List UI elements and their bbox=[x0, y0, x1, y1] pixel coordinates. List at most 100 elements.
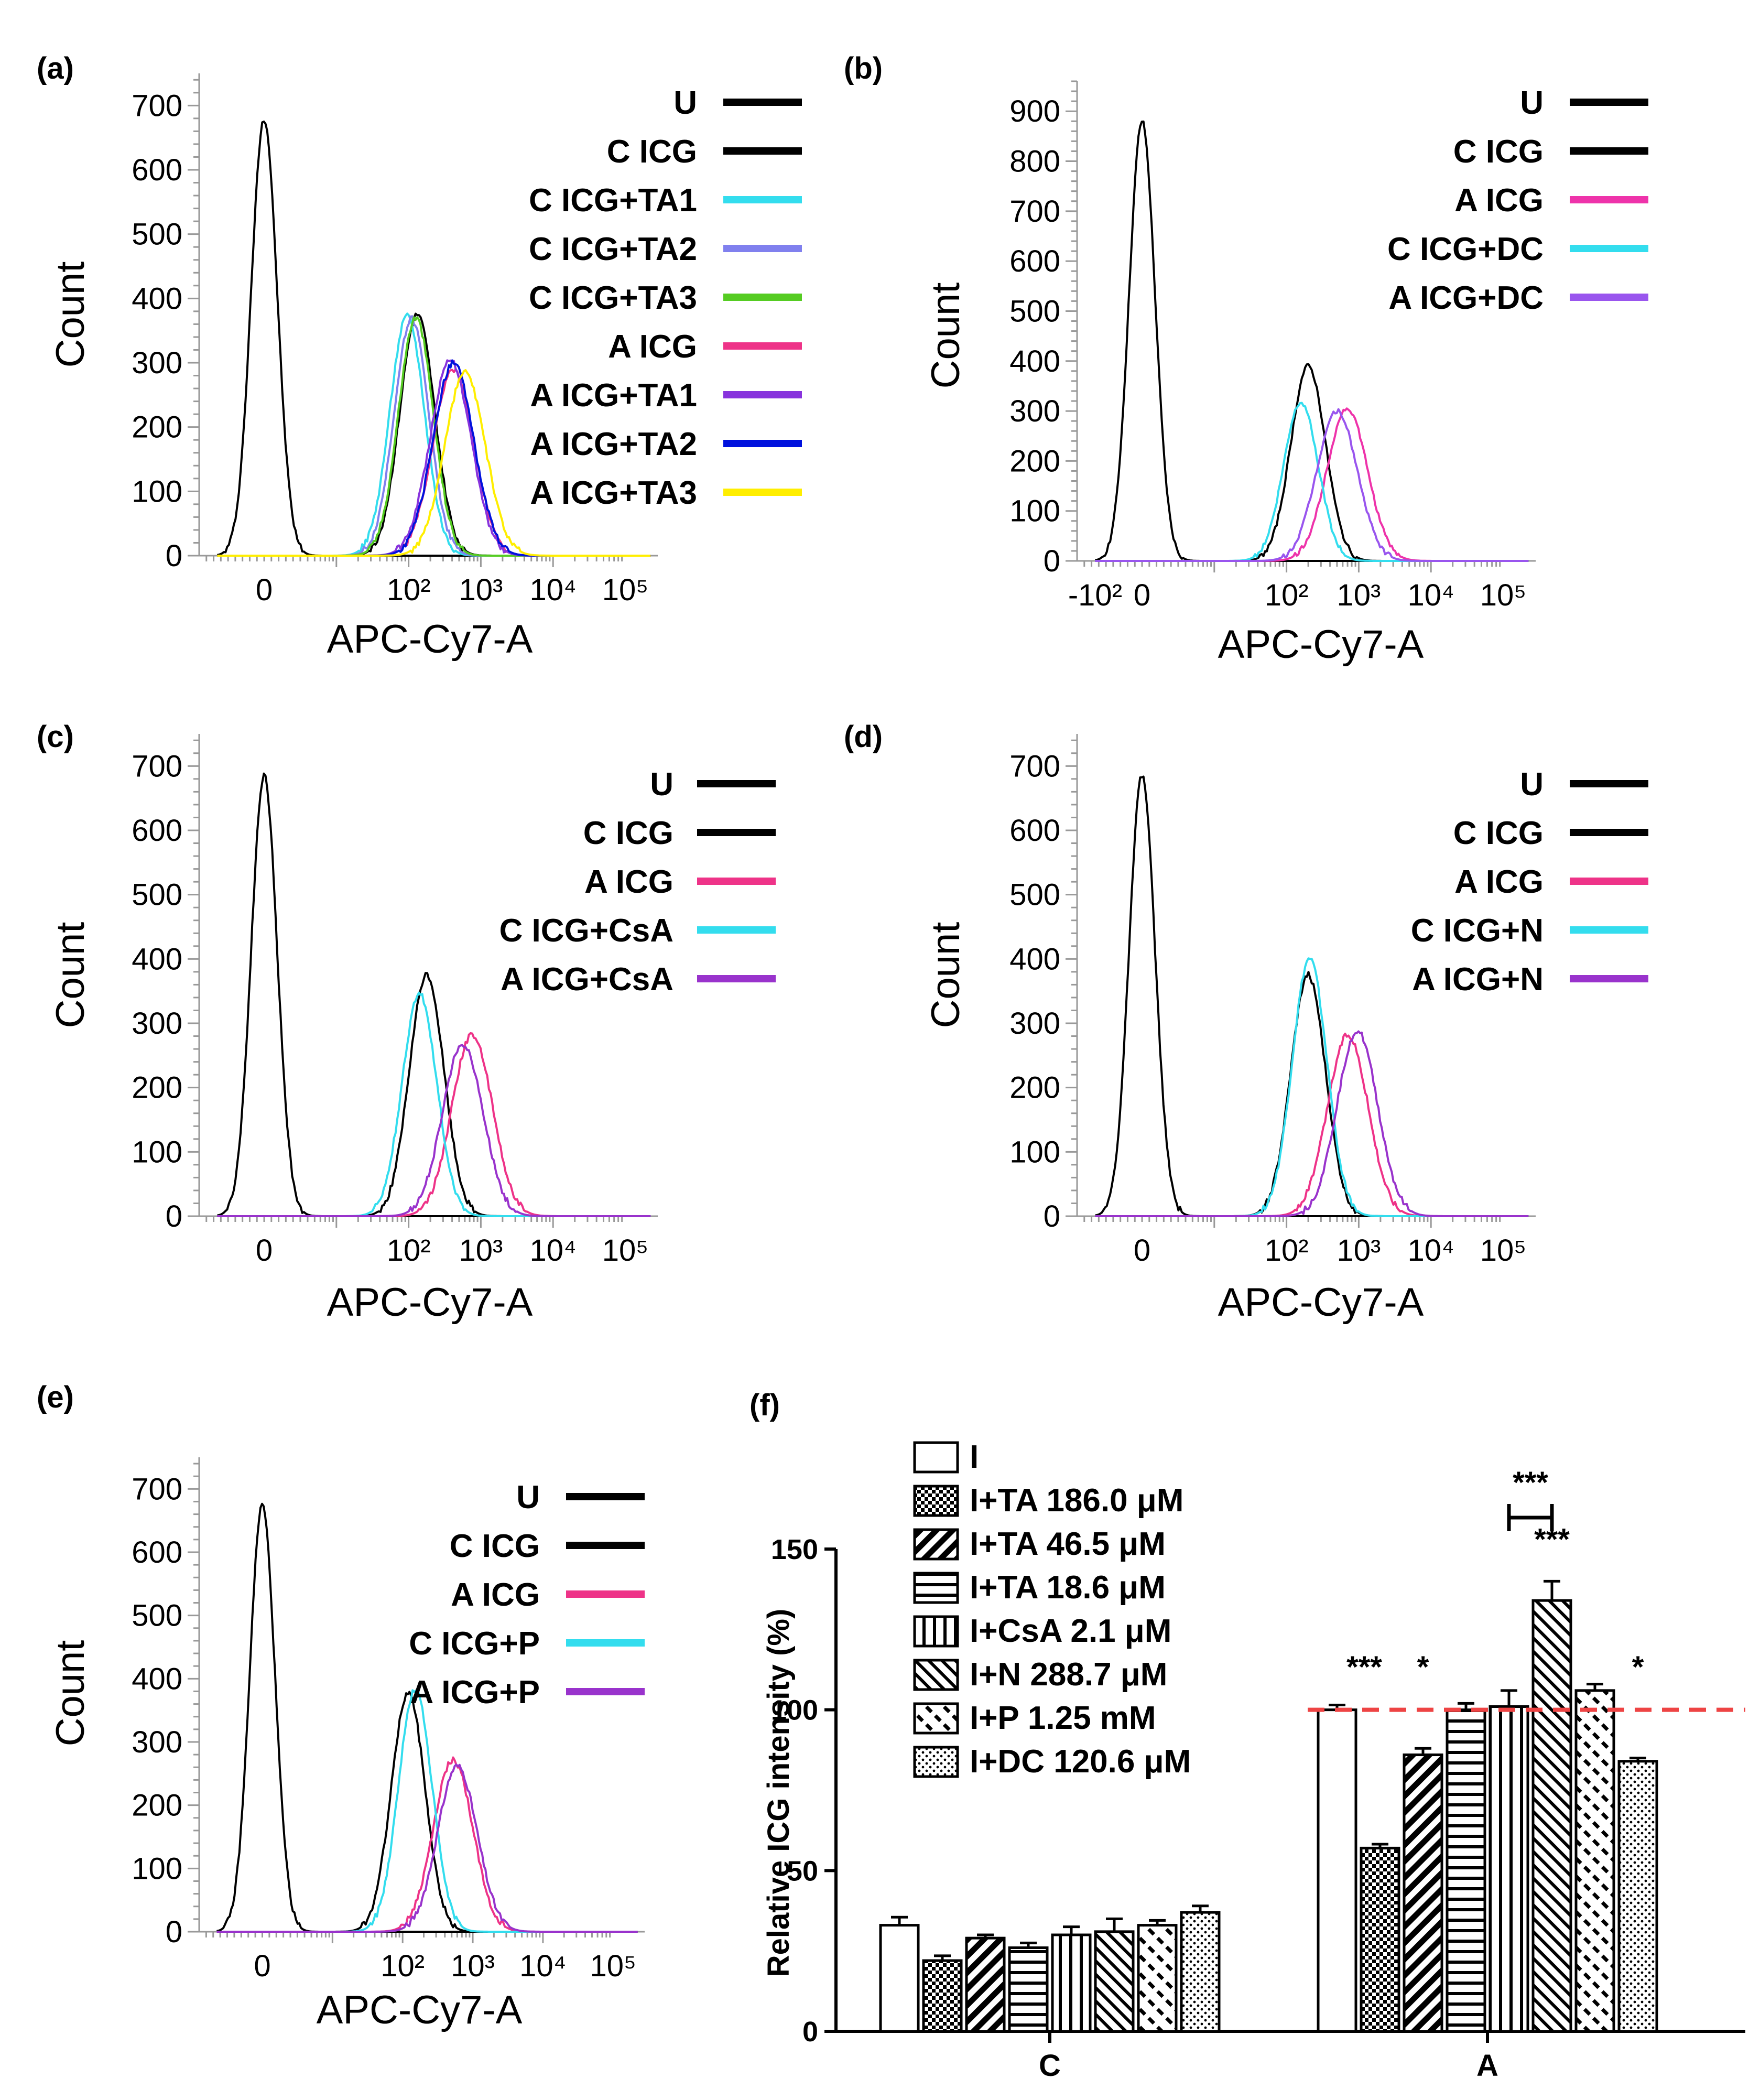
x-tick-label: 10⁵ bbox=[590, 1949, 636, 1983]
legend-label-u: U bbox=[673, 85, 697, 121]
x-tick-label: 10⁴ bbox=[1407, 578, 1454, 612]
y-tick-label: 300 bbox=[1009, 1006, 1060, 1041]
legend-label-i: I bbox=[970, 1439, 979, 1475]
x-axis-title: APC-Cy7-A bbox=[327, 1280, 533, 1325]
bar-c-i-n-288-7-m bbox=[1094, 1930, 1135, 2033]
legend-label-c-icg-ta2: C ICG+TA2 bbox=[529, 231, 697, 267]
y-tick-label: 100 bbox=[771, 1695, 818, 1726]
panel-label: (b) bbox=[844, 51, 883, 85]
y-tick-label: 0 bbox=[1044, 544, 1060, 578]
y-tick-label: 100 bbox=[1009, 1135, 1060, 1169]
histogram-panel-a: (a) 0 100 200 300 400 500 600 700 0 10² 10³ 10⁴ 10⁵ AP… bbox=[37, 51, 802, 662]
x-tick-label: 0 bbox=[1134, 1233, 1150, 1268]
x-tick-label: 0 bbox=[1134, 578, 1150, 612]
legend-label-a-icg: A ICG bbox=[1454, 864, 1544, 900]
bar-a-i-ta-18-6-m bbox=[1446, 1708, 1486, 2033]
legend-label-u: U bbox=[1520, 85, 1544, 121]
legend-label-u: U bbox=[650, 766, 673, 803]
y-tick-label: 500 bbox=[132, 1599, 182, 1633]
legend-label-a-icg-p: A ICG+P bbox=[410, 1674, 540, 1711]
significance-label: *** bbox=[1346, 1650, 1382, 1684]
y-axis-title: Count bbox=[924, 922, 968, 1029]
legend-label-c-icg-n: C ICG+N bbox=[1411, 913, 1544, 949]
x-tick-label: 10⁵ bbox=[1480, 1233, 1527, 1268]
y-tick-label: 700 bbox=[1009, 194, 1060, 229]
y-tick-label: 400 bbox=[132, 282, 182, 316]
legend-swatch-i-ta-186-0-m bbox=[913, 1485, 959, 1517]
x-axis-title: APC-Cy7-A bbox=[317, 1988, 523, 2032]
legend-label-a-icg-ta2: A ICG+TA2 bbox=[530, 426, 697, 462]
y-axis-title: Count bbox=[48, 262, 93, 368]
series-line-c-icg bbox=[216, 1691, 638, 1933]
bar-a-i-ta-46-5-m bbox=[1403, 1753, 1443, 2033]
panel-label: (a) bbox=[37, 51, 74, 85]
series-line-a-icg-csa bbox=[217, 1044, 651, 1217]
legend-label-a-icg: A ICG bbox=[1454, 182, 1544, 219]
y-tick-label: 700 bbox=[1009, 749, 1060, 783]
legend-label-i-p-1-25-mm: I+P 1.25 mM bbox=[970, 1700, 1156, 1736]
y-axis-title: Count bbox=[48, 1640, 93, 1747]
x-tick-label: 0 bbox=[256, 573, 273, 607]
histogram-panel-e: (e) 0 100 200 300 400 500 600 700 0 10² 10³ 10⁴ 10⁵ AP… bbox=[37, 1380, 645, 2032]
legend-label-a-icg: A ICG bbox=[451, 1577, 540, 1613]
y-tick-label: 900 bbox=[1009, 94, 1060, 128]
y-tick-label: 400 bbox=[132, 942, 182, 976]
y-tick-label: 0 bbox=[166, 1199, 182, 1233]
legend-swatch-i-ta-46-5-m bbox=[913, 1528, 959, 1561]
significance-label: * bbox=[1632, 1650, 1644, 1684]
y-tick-label: 300 bbox=[132, 346, 182, 380]
x-tick-label: -10² bbox=[1068, 578, 1122, 612]
y-tick-label: 150 bbox=[771, 1534, 818, 1565]
histogram-panel-c: (c) 0 100 200 300 400 500 600 700 0 10² 10³ 10⁴ 10⁵ AP… bbox=[37, 720, 776, 1325]
y-tick-label: 400 bbox=[132, 1662, 182, 1696]
x-tick-label: 10⁵ bbox=[602, 1233, 649, 1268]
x-tick-label: 10⁴ bbox=[529, 1233, 576, 1268]
y-tick-label: 700 bbox=[132, 749, 182, 783]
y-tick-label: 500 bbox=[132, 218, 182, 252]
bar-c-i-csa-2-1-m bbox=[1051, 1933, 1092, 2033]
series-line-c-icg-dc bbox=[1095, 402, 1529, 562]
bar-chart-f: (f) 0 50 100 150 Relative ICG intensity (%) C A… bbox=[749, 1388, 1745, 2083]
y-tick-label: 0 bbox=[166, 1915, 182, 1949]
y-tick-label: 600 bbox=[1009, 814, 1060, 848]
series-line-u bbox=[216, 1502, 638, 1933]
legend-swatch-i-dc-120-6-m bbox=[913, 1746, 959, 1778]
y-tick-label: 0 bbox=[802, 2016, 818, 2048]
y-tick-label: 300 bbox=[132, 1006, 182, 1041]
legend-swatch-i-ta-18-6-m bbox=[913, 1572, 959, 1604]
legend-label-c-icg: C ICG bbox=[583, 815, 673, 851]
legend-label-i-ta-186-0-m: I+TA 186.0 μM bbox=[970, 1482, 1183, 1519]
x-axis-title: APC-Cy7-A bbox=[1218, 1280, 1424, 1325]
y-axis-title: Relative ICG intensity (%) bbox=[762, 1609, 796, 1977]
x-tick-label: 10³ bbox=[1337, 1233, 1381, 1268]
y-tick-label: 300 bbox=[132, 1725, 182, 1759]
category-label-a: A bbox=[1476, 2049, 1498, 2083]
legend-label-i-ta-46-5-m: I+TA 46.5 μM bbox=[970, 1526, 1166, 1562]
legend-label-a-icg-ta1: A ICG+TA1 bbox=[530, 377, 697, 414]
y-axis-title: Count bbox=[48, 922, 93, 1029]
panel-label: (d) bbox=[844, 720, 883, 754]
y-tick-label: 500 bbox=[1009, 294, 1060, 328]
significance-label: *** bbox=[1513, 1466, 1548, 1500]
legend-label-a-icg-csa: A ICG+CsA bbox=[501, 961, 673, 998]
series-line-c-icg bbox=[217, 972, 651, 1217]
legend-label-a-icg: A ICG bbox=[584, 864, 673, 900]
bar-a-i bbox=[1317, 1708, 1357, 2033]
legend-label-i-dc-120-6-m: I+DC 120.6 μM bbox=[970, 1744, 1191, 1780]
legend-label-a-icg: A ICG bbox=[608, 329, 697, 365]
bar-a-i-p-1-25-mm bbox=[1574, 1689, 1615, 2033]
y-tick-label: 200 bbox=[132, 1789, 182, 1823]
series-line-a-icg-n bbox=[1095, 1030, 1529, 1217]
y-tick-label: 600 bbox=[1009, 244, 1060, 278]
legend-label-a-icg-ta3: A ICG+TA3 bbox=[530, 475, 697, 511]
legend-label-c-icg-csa: C ICG+CsA bbox=[499, 913, 673, 949]
panel-label: (c) bbox=[37, 720, 74, 754]
y-tick-label: 100 bbox=[132, 1135, 182, 1169]
y-tick-label: 800 bbox=[1009, 145, 1060, 179]
legend-label-c-icg: C ICG bbox=[607, 134, 697, 170]
series-line-a-icg-p bbox=[216, 1763, 638, 1933]
panel-label: (f) bbox=[749, 1388, 780, 1422]
x-axis-title: APC-Cy7-A bbox=[327, 617, 533, 662]
